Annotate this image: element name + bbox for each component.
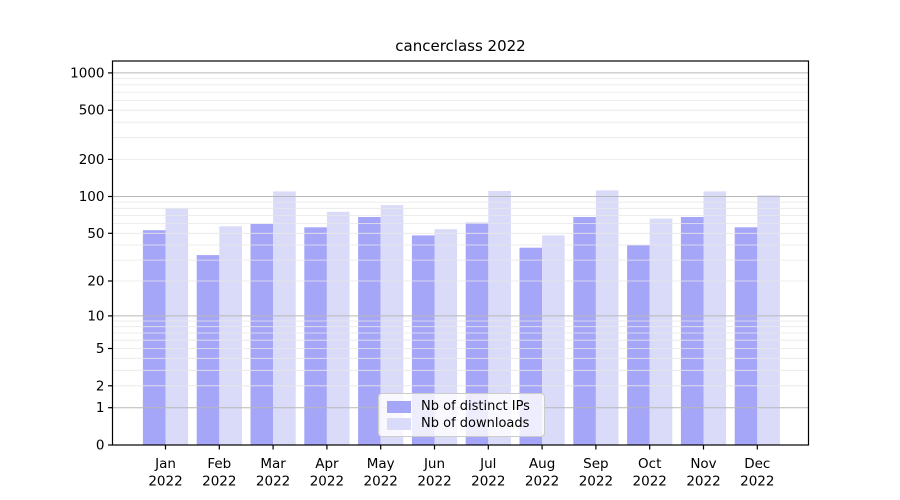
bar-nov-downloads: [703, 191, 727, 445]
bar-mar-distinct-ips: [250, 223, 274, 445]
y-tick-label-200: 200: [79, 152, 105, 168]
bar-dec-distinct-ips: [734, 227, 758, 445]
x-tick-label-oct: Oct 2022: [633, 456, 667, 490]
bar-sep-distinct-ips: [573, 217, 596, 445]
x-tick-label-feb: Feb 2022: [202, 456, 236, 490]
bar-oct-distinct-ips: [627, 245, 650, 445]
x-tick-label-dec: Dec 2022: [740, 456, 774, 490]
x-tick-label-jun: Jun 2022: [417, 456, 451, 490]
bar-apr-distinct-ips: [304, 227, 327, 445]
legend-item-distinct-ips: Nb of distinct IPs: [387, 399, 536, 414]
legend-label-distinct-ips: Nb of distinct IPs: [421, 399, 530, 414]
x-tick-label-jul: Jul 2022: [471, 456, 505, 490]
bar-mar-downloads: [273, 191, 296, 445]
x-tick-label-apr: Apr 2022: [310, 456, 344, 490]
bar-jan-distinct-ips: [142, 230, 166, 445]
legend-swatch-downloads: [387, 417, 411, 430]
y-tick-label-2: 2: [96, 378, 105, 394]
bar-may-downloads: [380, 205, 404, 445]
x-tick-label-may: May 2022: [364, 456, 398, 490]
bar-feb-downloads: [219, 226, 242, 445]
y-tick-label-10: 10: [87, 308, 104, 324]
x-tick-label-sep: Sep 2022: [579, 456, 613, 490]
legend: Nb of distinct IPs Nb of downloads: [378, 393, 545, 437]
x-tick-label-aug: Aug 2022: [525, 456, 559, 490]
y-tick-label-1000: 1000: [70, 65, 104, 81]
legend-item-downloads: Nb of downloads: [387, 416, 536, 431]
x-tick-label-mar: Mar 2022: [256, 456, 290, 490]
x-tick-label-jan: Jan 2022: [148, 456, 182, 490]
bar-dec-downloads: [757, 195, 780, 445]
bar-sep-downloads: [595, 190, 619, 445]
bar-oct-downloads: [649, 218, 673, 445]
y-tick-label-0: 0: [96, 438, 105, 454]
y-tick-label-1: 1: [96, 400, 105, 416]
y-tick-label-50: 50: [87, 226, 104, 242]
bar-jun-downloads: [434, 229, 458, 445]
y-tick-label-20: 20: [87, 274, 104, 290]
bar-jul-downloads: [488, 190, 511, 445]
plot-border: [111, 60, 810, 446]
legend-swatch-distinct-ips: [387, 400, 411, 413]
bar-may-distinct-ips: [358, 217, 381, 445]
bar-jul-distinct-ips: [465, 222, 489, 445]
bar-apr-downloads: [326, 211, 350, 445]
y-tick-label-100: 100: [79, 189, 105, 205]
y-tick-label-500: 500: [79, 103, 105, 119]
bar-feb-distinct-ips: [196, 255, 220, 445]
legend-label-downloads: Nb of downloads: [421, 416, 530, 431]
bar-nov-distinct-ips: [680, 217, 704, 445]
chart-title: cancerclass 2022: [395, 37, 526, 55]
x-tick-label-nov: Nov 2022: [686, 456, 720, 490]
y-tick-label-5: 5: [96, 341, 105, 357]
